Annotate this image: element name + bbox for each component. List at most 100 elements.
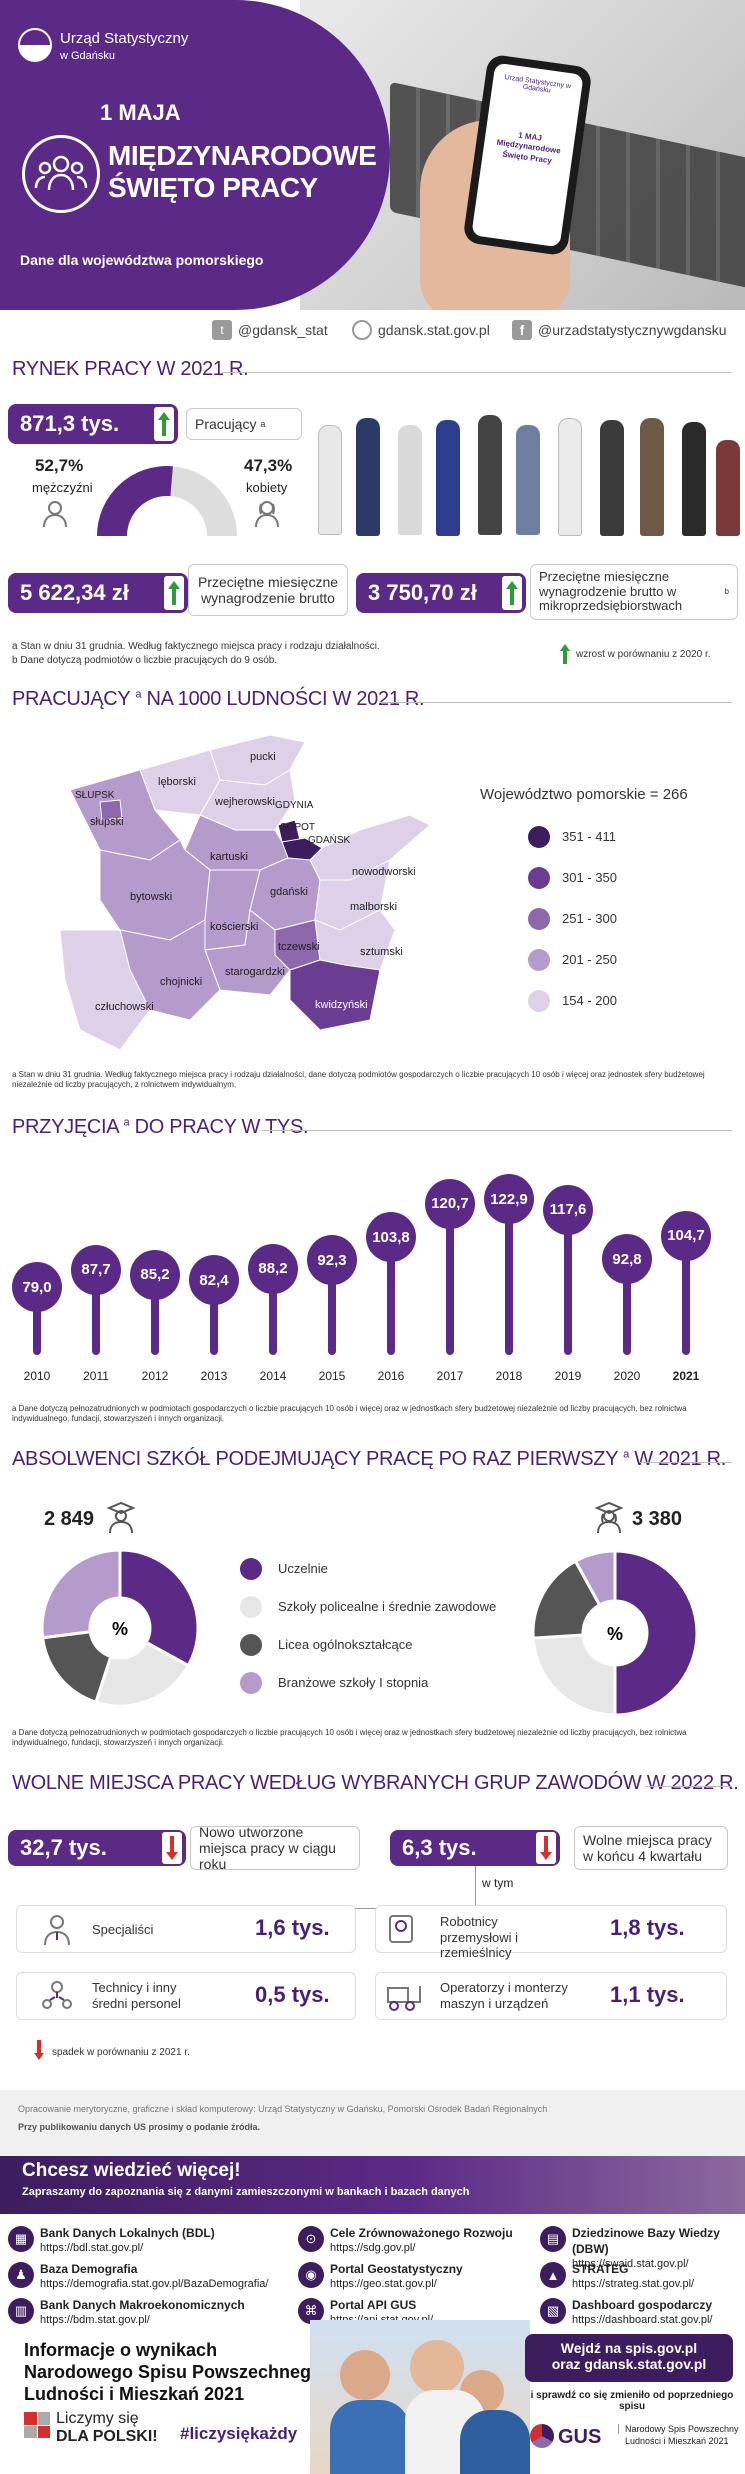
hires-bar	[387, 1237, 395, 1355]
database-name: Baza Demografia	[40, 2262, 138, 2276]
database-link[interactable]: STRATEG https://strateg.stat.gov.pl/	[572, 2262, 694, 2292]
facebook-handle[interactable]: @urzadstatystycznywgdansku	[538, 322, 727, 338]
up-arrow-icon	[164, 576, 184, 610]
map-label-gdanski: gdański	[270, 886, 308, 898]
gus-logo-icon	[530, 2424, 554, 2448]
hires-title: PRZYJĘCIA a DO PRACY W TYS.	[12, 1116, 309, 1139]
labor-title: RYNEK PRACY W 2021 R.	[12, 358, 249, 380]
men-pct: 52,7%	[35, 456, 84, 475]
hires-title-line	[262, 1130, 732, 1131]
grad-note: a Dane dotyczą pełnozatrudnionych w podm…	[12, 1728, 687, 1748]
database-url[interactable]: https://dashboard.stat.gov.pl/	[572, 2313, 713, 2326]
vac-new-label-box: Nowo utworzone miejsca pracy w ciągu rok…	[190, 1824, 360, 1872]
occ-box-specialists	[16, 1905, 356, 1953]
org-sub: w Gdańsku	[60, 50, 116, 62]
pie-center-label: %	[112, 1619, 128, 1639]
women-label: kobiety	[246, 480, 288, 495]
database-link[interactable]: Baza Demografia https://demografia.stat.g…	[40, 2262, 268, 2292]
hires-bar	[623, 1259, 631, 1355]
map-label-bytowski: bytowski	[130, 891, 172, 903]
vac-new-value: 32,7 tys.	[20, 1835, 107, 1860]
down-arrow-icon	[536, 1832, 556, 1864]
database-icon: ▧	[540, 2298, 566, 2324]
pie-slice	[531, 1633, 617, 1717]
map-label-nowodworski: nowodworski	[352, 866, 416, 878]
database-link[interactable]: Dziedzinowe Bazy Wiedzy (DBW) https://swa…	[572, 2226, 745, 2271]
grad-legend-label: Szkoły policealne i średnie zawodowe	[278, 1599, 497, 1614]
pie-slice	[573, 1549, 617, 1607]
vac-free-label: Wolne miejsca pracy w końcu 4 kwartału	[583, 1831, 712, 1864]
database-link[interactable]: Bank Danych Lokalnych (BDL) https://bdl.s…	[40, 2226, 215, 2256]
micro-value: 3 750,70 zł	[368, 580, 477, 605]
map-label-chojnicki: chojnicki	[160, 976, 202, 988]
database-link[interactable]: Bank Danych Makroekonomicznych https://bd…	[40, 2298, 245, 2328]
database-url[interactable]: https://strateg.stat.gov.pl/	[572, 2277, 695, 2290]
database-link[interactable]: Dashboard gospodarczy https://dashboard.s…	[572, 2298, 712, 2328]
database-icon: ⌘	[298, 2298, 324, 2324]
database-url[interactable]: https://sdg.gov.pl/	[330, 2241, 416, 2254]
map-label-malborski: malborski	[350, 901, 397, 913]
salary-label-box: Przeciętne miesięczne wynagrodzenie brut…	[188, 564, 348, 616]
pie-slice	[531, 1559, 602, 1640]
workers-photo	[310, 410, 740, 540]
visit-check: i sprawdź co się zmieniło od poprzednieg…	[530, 2390, 734, 2412]
credits-box	[0, 2090, 745, 2162]
map-label-leborski: lęborski	[158, 776, 196, 788]
census-title-2: Narodowego Spisu Powszechnego	[24, 2362, 323, 2382]
count-line2: DLA POLSKI!	[56, 2428, 158, 2445]
grad-legend-swatch	[240, 1596, 262, 1618]
facebook-icon[interactable]: f	[512, 320, 532, 340]
database-url[interactable]: https://demografia.stat.gov.pl/BazaDemog…	[40, 2277, 269, 2290]
occ-label-technicians: Technicy i inny średni personel	[92, 1980, 181, 2011]
hires-bar	[269, 1268, 277, 1355]
grad-title-line	[640, 1462, 732, 1463]
gus-logo: GUS	[558, 2426, 602, 2448]
map-legend-swatch	[528, 990, 550, 1012]
grad-legend-swatch	[240, 1634, 262, 1656]
map-label-gdansk: GDAŃSK	[308, 833, 351, 846]
database-url[interactable]: https://bdl.stat.gov.pl/	[40, 2241, 144, 2254]
pie-slice	[118, 1548, 200, 1668]
map-title-rest: NA 1000 LUDNOŚCI W 2021 R.	[146, 688, 425, 710]
salary-value: 5 622,34 zł	[20, 580, 129, 605]
database-url[interactable]: https://geo.stat.gov.pl/	[330, 2277, 437, 2290]
map-legend-swatch	[528, 908, 550, 930]
nsp-line2: Ludności i Mieszkań 2021	[625, 2436, 729, 2446]
vac-title-line	[645, 1786, 732, 1787]
hires-value-label: 120,7	[425, 1178, 475, 1229]
hires-title-main: PRZYJĘCIA	[12, 1116, 119, 1138]
grad-legend-swatch	[240, 1558, 262, 1580]
hires-year-label: 2018	[495, 1369, 523, 1383]
occ-value-operators: 1,1 tys.	[610, 1982, 685, 2007]
grad-men-count: 2 849	[44, 1508, 95, 1530]
database-name: Dziedzinowe Bazy Wiedzy (DBW)	[572, 2226, 720, 2256]
twitter-icon[interactable]: t	[212, 320, 232, 340]
people-icon	[22, 135, 100, 213]
credits-line2: Przy publikowaniu danych US prosimy o po…	[18, 2122, 261, 2132]
twitter-handle[interactable]: @gdansk_stat	[238, 322, 328, 338]
employed-label: Pracujący	[195, 415, 257, 432]
database-url[interactable]: https://swaid.stat.gov.pl/	[572, 2257, 689, 2270]
salary-label: Przeciętne miesięczne wynagrodzenie brut…	[197, 573, 339, 606]
database-icon: ▥	[8, 2298, 34, 2324]
map-label-starogardzki: starogardzki	[225, 966, 285, 978]
database-link[interactable]: Cele Zrównoważonego Rozwoju https://sdg.g…	[330, 2226, 513, 2256]
employed-value-box: 871,3 tys.	[8, 404, 178, 444]
hires-bar	[682, 1235, 690, 1355]
map-legend-range: 351 - 411	[562, 829, 616, 844]
database-url[interactable]: https://bdm.stat.gov.pl/	[40, 2313, 150, 2326]
web-icon[interactable]	[352, 320, 372, 340]
hires-bar	[328, 1260, 336, 1355]
header-subtitle: Dane dla województwa pomorskiego	[20, 252, 264, 268]
vac-connector	[475, 1866, 476, 1908]
occ-box-technicians	[16, 1972, 356, 2020]
nsp-line1: Narodowy Spis Powszechny	[618, 2424, 739, 2434]
hires-value-label: 92,3	[307, 1235, 357, 1286]
visit-box[interactable]: Wejdź na spis.gov.pl oraz gdansk.stat.go…	[525, 2334, 733, 2382]
map-legend-range: 251 - 300	[562, 911, 617, 926]
visit-line1: Wejdź na spis.gov.pl	[560, 2340, 698, 2356]
database-link[interactable]: Portal Geostatystyczny https://geo.stat.g…	[330, 2262, 463, 2292]
map-legend-swatch	[528, 949, 550, 971]
hires-bar	[151, 1274, 159, 1355]
web-address[interactable]: gdansk.stat.gov.pl	[378, 322, 490, 338]
